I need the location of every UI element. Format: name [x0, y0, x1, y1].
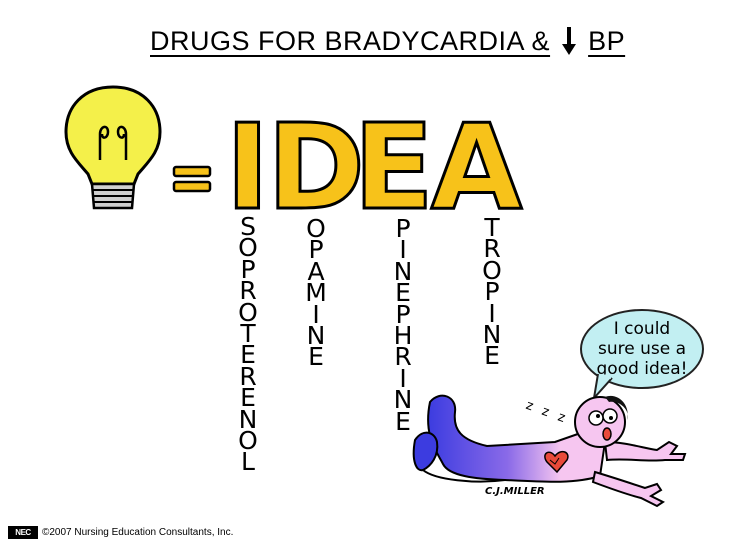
vertical-letter: E [395, 278, 411, 308]
vertical-letter: E [308, 342, 324, 372]
vertical-letter: L [241, 447, 255, 477]
title-text: DRUGS FOR BRADYCARDIA & [150, 26, 551, 56]
artist-signature: C.J.MILLER [485, 486, 545, 497]
nec-logo: NEC [8, 526, 38, 539]
bubble-line-1: I could [613, 319, 671, 339]
footer: NEC ©2007 Nursing Education Consultants,… [8, 526, 233, 539]
vertical-letter: E [484, 341, 500, 371]
lightbulb-icon [64, 85, 162, 210]
vertical-letter: I [312, 299, 320, 329]
acronym-letter-e: E [352, 98, 436, 236]
title-bp: BP [588, 26, 626, 56]
vertical-letter: H [393, 321, 413, 351]
vertical-letter: E [395, 406, 411, 436]
vertical-letter: N [393, 256, 413, 286]
vertical-letter: N [393, 385, 413, 415]
vertical-letter: I [399, 363, 407, 393]
copyright-text: ©2007 Nursing Education Consultants, Inc… [42, 527, 234, 538]
vertical-letter: P [395, 214, 411, 243]
vertical-letter: P [484, 277, 500, 307]
vertical-letter: R [483, 234, 501, 264]
vertical-letter: R [394, 342, 412, 372]
acronym-letter-a: A [429, 98, 523, 236]
vertical-letter: O [482, 255, 502, 285]
vertical-letter: R [239, 276, 257, 306]
vertical-letter: O [306, 214, 326, 243]
vertical-letter: T [240, 319, 256, 349]
vertical-letter: R [239, 361, 257, 391]
vertical-letter: I [399, 235, 407, 265]
vertical-letter: O [238, 233, 258, 263]
vertical-letter: M [305, 278, 327, 308]
vertical-letter: E [240, 340, 256, 370]
vertical-letter: N [238, 404, 258, 434]
vertical-letter: S [240, 212, 256, 241]
vertical-letter: P [395, 299, 411, 329]
equals-sign [172, 165, 212, 193]
down-arrow-icon [562, 27, 577, 55]
vertical-letter: P [308, 235, 324, 265]
vertical-letter: I [488, 298, 496, 328]
vertical-letter: E [240, 383, 256, 413]
vertical-letter: O [238, 426, 258, 456]
vertical-letter: T [484, 213, 500, 242]
bubble-line-2: sure use a [597, 339, 687, 359]
speech-bubble: I could sure use a good idea! [580, 309, 704, 389]
acronym-letter-i: I [224, 98, 271, 236]
bubble-line-3: good idea! [596, 359, 688, 379]
vertical-letter: N [306, 321, 326, 351]
vertical-letter: P [240, 254, 256, 284]
vertical-letter: A [307, 256, 325, 286]
vertical-letter: O [238, 297, 258, 327]
page-title: DRUGS FOR BRADYCARDIA & BP [150, 26, 625, 57]
vertical-letter: N [482, 320, 502, 350]
acronym-letter-d: D [266, 98, 367, 236]
fainted-man-illustration [412, 394, 687, 508]
